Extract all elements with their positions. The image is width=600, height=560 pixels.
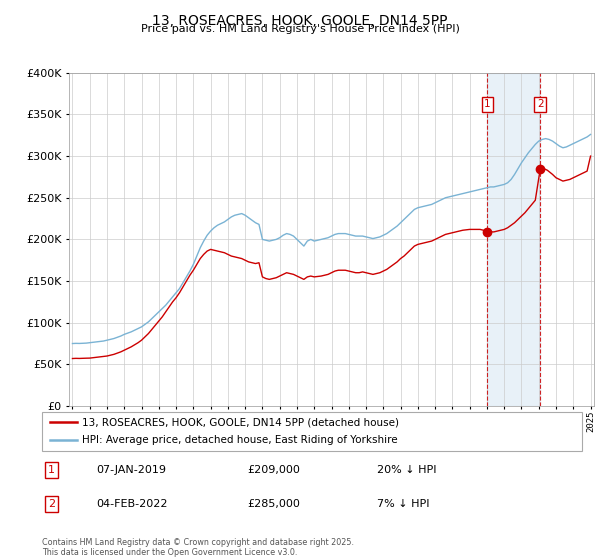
Text: 20% ↓ HPI: 20% ↓ HPI	[377, 465, 436, 475]
Text: 1: 1	[48, 465, 55, 475]
Text: Price paid vs. HM Land Registry's House Price Index (HPI): Price paid vs. HM Land Registry's House …	[140, 24, 460, 34]
Text: 13, ROSEACRES, HOOK, GOOLE, DN14 5PP: 13, ROSEACRES, HOOK, GOOLE, DN14 5PP	[152, 14, 448, 28]
Text: 04-FEB-2022: 04-FEB-2022	[96, 499, 167, 509]
Text: 07-JAN-2019: 07-JAN-2019	[96, 465, 166, 475]
FancyBboxPatch shape	[42, 412, 582, 451]
Text: 1: 1	[484, 100, 491, 109]
Text: 7% ↓ HPI: 7% ↓ HPI	[377, 499, 430, 509]
Text: £209,000: £209,000	[247, 465, 300, 475]
Text: HPI: Average price, detached house, East Riding of Yorkshire: HPI: Average price, detached house, East…	[83, 435, 398, 445]
Text: Contains HM Land Registry data © Crown copyright and database right 2025.
This d: Contains HM Land Registry data © Crown c…	[42, 538, 354, 557]
Bar	[487, 73, 540, 406]
Text: 2: 2	[48, 499, 55, 509]
Text: 2: 2	[537, 100, 544, 109]
Text: £285,000: £285,000	[247, 499, 300, 509]
Text: 13, ROSEACRES, HOOK, GOOLE, DN14 5PP (detached house): 13, ROSEACRES, HOOK, GOOLE, DN14 5PP (de…	[83, 417, 400, 427]
